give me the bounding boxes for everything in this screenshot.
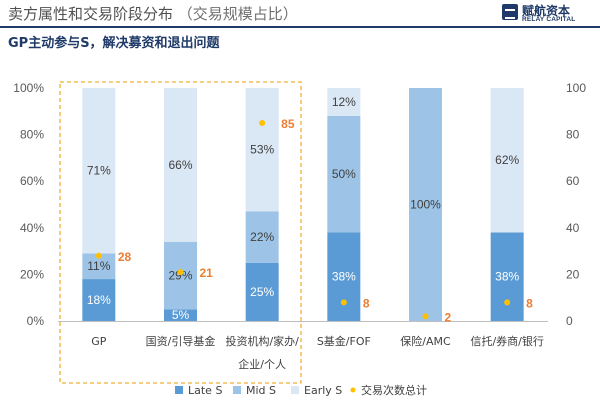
y-right-tick-label: 80 xyxy=(566,128,580,142)
bar-data-label: 71% xyxy=(87,164,111,178)
transaction-count-label: 8 xyxy=(526,296,533,310)
category-label: 信托/券商/银行 xyxy=(470,334,543,348)
chart-subtitle: GP主动参与S，解决募资和退出问题 xyxy=(8,36,220,51)
transaction-count-label: 21 xyxy=(200,266,214,280)
bar-segment-early-s xyxy=(245,88,279,212)
y-right-tick-label: 40 xyxy=(566,221,580,235)
bar-data-label: 66% xyxy=(168,158,192,172)
legend-label: Mid S xyxy=(246,384,276,397)
transaction-count-dot xyxy=(95,252,102,259)
y-right-tick-label: 100 xyxy=(566,81,586,95)
bar-data-label: 38% xyxy=(332,270,356,284)
bar-data-label: 38% xyxy=(495,270,519,284)
bar-segment-early-s xyxy=(164,88,197,242)
bar-segment-early-s xyxy=(490,88,524,233)
legend-swatch xyxy=(175,386,183,394)
category-label: 企业/个人 xyxy=(238,357,286,371)
bar-data-label: 29% xyxy=(168,269,192,283)
brand-name-cn: 赋航资本 xyxy=(522,4,571,18)
bar-segment-mid-s xyxy=(327,115,361,233)
category-label: 国资/引导基金 xyxy=(146,334,216,348)
legend-swatch xyxy=(233,386,241,394)
chart-title-note: （交易规模占比） xyxy=(177,5,298,23)
bar-segment-mid-s xyxy=(245,211,279,263)
legend-label: Early S xyxy=(304,384,342,397)
bar-data-label: 100% xyxy=(410,198,441,212)
bar-segment-late-s xyxy=(164,309,197,321)
header-divider xyxy=(0,26,600,28)
bar-segment-early-s xyxy=(327,88,361,116)
legend-label: Late S xyxy=(188,384,222,397)
category-label: GP xyxy=(91,335,107,348)
bar-data-label: 5% xyxy=(172,308,190,322)
bar-data-label: 11% xyxy=(87,259,110,273)
y-left-tick-label: 60% xyxy=(20,174,44,188)
chart-title: 卖方属性和交易阶段分布 （交易规模占比） xyxy=(8,3,298,24)
transaction-count-label: 28 xyxy=(118,250,132,264)
bar-segment-mid-s xyxy=(409,88,442,321)
y-left-tick-label: 20% xyxy=(20,267,44,281)
category-label: 保险/AMC xyxy=(400,334,451,348)
y-right-tick-label: 0 xyxy=(566,314,573,328)
bar-segment-early-s xyxy=(82,88,116,254)
legend-swatch xyxy=(291,386,299,394)
brand-mark-icon xyxy=(502,4,518,20)
bar-data-label: 50% xyxy=(332,167,356,181)
legend-swatch xyxy=(350,387,356,393)
transaction-count-dot xyxy=(340,299,347,306)
highlight-box xyxy=(59,81,302,384)
bar-data-label: 12% xyxy=(332,95,356,109)
legend-label: 交易次数总计 xyxy=(361,383,427,397)
transaction-count-label: 2 xyxy=(445,310,452,324)
bar-segment-late-s xyxy=(490,232,524,321)
brand-logo: 赋航资本 RELAY CAPITAL xyxy=(502,3,594,25)
category-label: S基金/FOF xyxy=(317,334,371,348)
transaction-count-dot xyxy=(259,119,266,126)
bar-segment-late-s xyxy=(245,262,279,321)
y-left-tick-label: 80% xyxy=(20,128,44,142)
transaction-count-dot xyxy=(422,313,429,320)
bar-segment-late-s xyxy=(327,232,361,321)
y-right-tick-label: 60 xyxy=(566,174,580,188)
transaction-count-label: 8 xyxy=(363,296,370,310)
bar-data-label: 53% xyxy=(250,143,274,157)
transaction-count-dot xyxy=(504,299,511,306)
chart-title-main: 卖方属性和交易阶段分布 xyxy=(8,5,174,23)
bar-data-label: 18% xyxy=(87,293,111,307)
bar-data-label: 22% xyxy=(250,230,274,244)
bar-segment-late-s xyxy=(82,279,116,321)
bar-data-label: 62% xyxy=(495,153,519,167)
transaction-count-dot xyxy=(177,269,184,276)
y-left-tick-label: 0% xyxy=(27,314,45,328)
transaction-count-label: 85 xyxy=(281,117,295,131)
brand-name-en: RELAY CAPITAL xyxy=(522,16,576,23)
bar-data-label: 25% xyxy=(250,285,274,299)
bar-segment-mid-s xyxy=(164,241,197,310)
y-left-tick-label: 40% xyxy=(20,221,44,235)
y-right-tick-label: 20 xyxy=(566,267,580,281)
category-label: 投资机构/家办/ xyxy=(225,334,299,348)
y-left-tick-label: 100% xyxy=(13,81,44,95)
